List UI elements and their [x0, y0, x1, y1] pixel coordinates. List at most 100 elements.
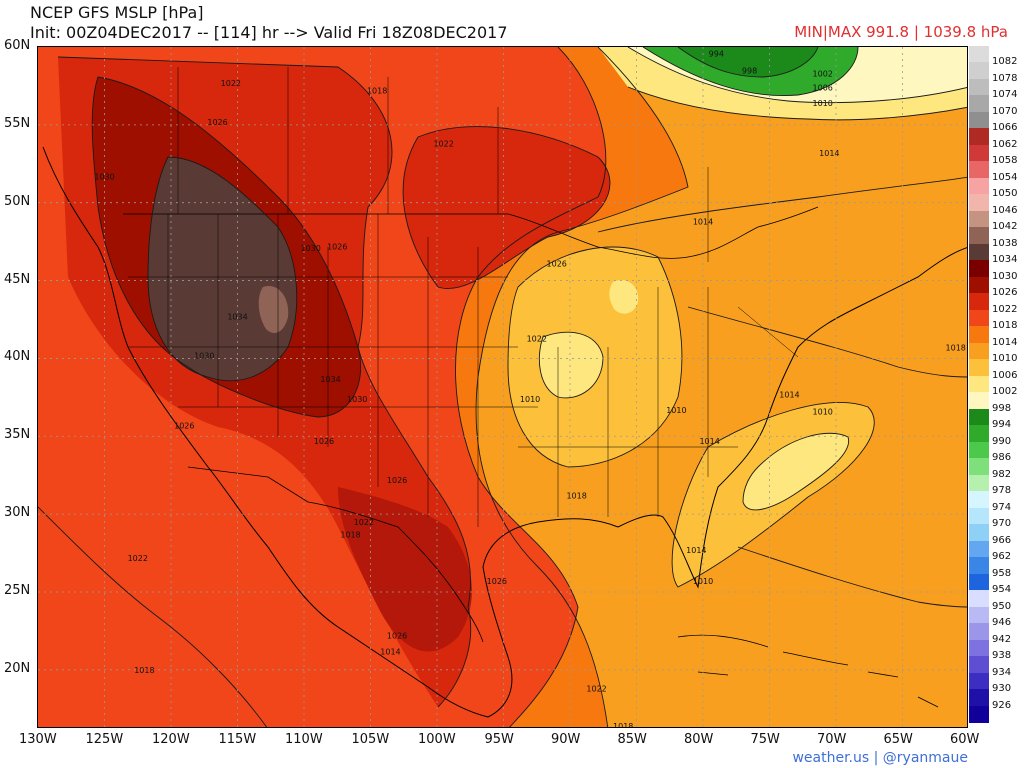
latitude-label: 55N — [4, 115, 31, 131]
colorbar-label: 1034 — [992, 254, 1018, 266]
longitude-label: 130W — [19, 732, 57, 747]
colorbar-label: 1058 — [992, 155, 1018, 167]
longitude-label: 125W — [85, 732, 124, 747]
colorbar-label: 1054 — [992, 171, 1018, 183]
longitude-label: 65W — [883, 732, 913, 747]
colorbar-segment — [969, 491, 989, 509]
contour-label: 1018 — [946, 344, 966, 353]
colorbar-segment — [969, 243, 989, 261]
contour-label: 1018 — [367, 87, 387, 96]
colorbar-segment — [969, 474, 989, 492]
colorbar-segment — [969, 111, 989, 130]
map-title: NCEP GFS MSLP [hPa] — [30, 3, 204, 22]
colorbar-segment — [969, 441, 989, 459]
colorbar-label: 930 — [992, 683, 1012, 695]
contour-label: 1002 — [813, 70, 833, 79]
latitude-label: 30N — [4, 505, 31, 521]
colorbar-label: 950 — [992, 600, 1012, 612]
colorbar-segment — [969, 705, 989, 723]
longitude-label: 90W — [551, 732, 581, 747]
colorbar-segment — [969, 128, 989, 146]
colorbar-label: 990 — [992, 435, 1012, 447]
colorbar-segment — [969, 507, 989, 525]
colorbar-label: 1014 — [992, 336, 1018, 348]
fill-1038 — [258, 286, 289, 333]
colorbar-label: 954 — [992, 584, 1012, 596]
colorbar-label: 1018 — [992, 320, 1018, 332]
longitude-label: 85W — [617, 732, 647, 747]
contour-label: 1030 — [194, 351, 214, 360]
colorbar-segment — [969, 540, 989, 558]
canada-province-borders — [177, 67, 709, 262]
colorbar-segment — [969, 177, 989, 195]
coastline-west — [42, 146, 619, 718]
coastline-gulf-east — [617, 247, 967, 589]
colorbar-segment — [969, 359, 989, 377]
colorbar-label: 1082 — [992, 56, 1018, 68]
contour-label: 1014 — [686, 546, 706, 555]
latitude-label: 35N — [4, 427, 31, 443]
contour-label: 1034 — [320, 375, 340, 384]
colorbar-label: 934 — [992, 666, 1012, 678]
contour-label: 1030 — [94, 172, 114, 181]
colorbar-segment — [969, 342, 989, 360]
colorbar-label: 1010 — [992, 353, 1018, 365]
colorbar-segment — [969, 46, 989, 64]
colorbar-label: 1022 — [992, 303, 1018, 315]
colorbar-segment — [969, 392, 989, 410]
longitude-label: 105W — [351, 732, 390, 747]
contour-label: 1018 — [340, 530, 360, 539]
contour-label: 1026 — [387, 476, 407, 485]
contour-label: 1026 — [487, 577, 507, 586]
colorbar-segment — [969, 309, 989, 327]
colorbar-segment — [969, 326, 989, 344]
min-max-readout: MIN|MAX 991.8 | 1039.8 hPa — [794, 23, 1008, 41]
longitude-label: 110W — [285, 732, 323, 747]
contour-label: 1014 — [380, 647, 400, 656]
colorbar-label: 1030 — [992, 270, 1018, 282]
colorbar-segment — [969, 524, 989, 542]
colorbar-label: 994 — [992, 419, 1012, 431]
longitude-label: 120W — [152, 732, 190, 747]
contour-label: 1022 — [527, 334, 547, 343]
longitude-label: 100W — [418, 732, 456, 747]
contour-label: 1026 — [207, 118, 227, 127]
contour-label: 1026 — [174, 421, 194, 430]
fill-1006-atlantic — [743, 433, 849, 510]
contour-label: 994 — [709, 49, 724, 58]
contour-label: 1010 — [520, 395, 540, 404]
latitude-label: 40N — [4, 349, 31, 365]
pressure-map-svg: 1022 1026 1030 1018 1022 1030 1026 1026 1034 1030… — [38, 47, 967, 727]
colorbar-segment — [969, 656, 989, 674]
contour-label: 1022 — [354, 518, 374, 527]
colorbar-label: 1002 — [992, 386, 1018, 398]
colorbar-segment — [969, 557, 989, 575]
colorbar-segment — [969, 672, 989, 690]
colorbar-segment — [969, 458, 989, 476]
contour-label: 1010 — [813, 407, 833, 416]
longitude-label: 70W — [817, 732, 847, 747]
colorbar-segment — [969, 639, 989, 657]
colorbar-segment — [969, 293, 989, 311]
colorbar-segment — [969, 161, 989, 179]
longitude-label: 115W — [218, 732, 257, 747]
colorbar-label: 1074 — [992, 89, 1018, 101]
colorbar-label: 958 — [992, 567, 1012, 579]
contour-label: 1030 — [347, 395, 367, 404]
colorbar-segment — [969, 144, 989, 162]
contour-label: 1014 — [779, 390, 799, 399]
caribbean-islands — [677, 634, 939, 708]
colorbar-label: 978 — [992, 485, 1012, 497]
contour-label: 1034 — [227, 312, 247, 321]
fill-1026-north — [403, 126, 610, 289]
longitude-label: 75W — [750, 732, 780, 747]
latitude-label: 50N — [4, 193, 31, 209]
state-borders — [128, 214, 799, 527]
longitude-label: 95W — [484, 732, 514, 747]
colorbar-segment — [969, 194, 989, 212]
graticule — [38, 47, 967, 727]
colorbar-label: 942 — [992, 633, 1012, 645]
colorbar-label: 1062 — [992, 138, 1018, 150]
colorbar-label: 1070 — [992, 105, 1018, 117]
contour-label: 1022 — [128, 554, 148, 563]
